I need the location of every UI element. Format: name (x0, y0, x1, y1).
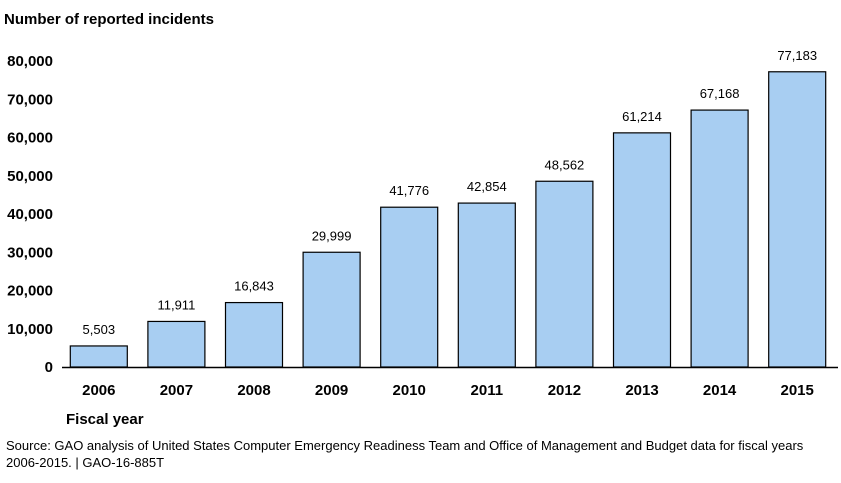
bar-2013 (612, 132, 672, 368)
y-tick-label: 80,000 (7, 53, 53, 70)
y-tick-label: 40,000 (7, 206, 53, 223)
source-note: Source: GAO analysis of United States Co… (6, 438, 804, 470)
data-label-2010: 41,776 (389, 183, 429, 198)
data-label-2006: 5,503 (83, 322, 116, 337)
data-label-2012: 48,562 (545, 157, 585, 172)
y-axis-title: Number of reported incidents (4, 11, 214, 28)
y-tick-label: 70,000 (7, 91, 53, 108)
y-tick-label: 60,000 (7, 130, 53, 147)
bar-2012 (535, 180, 594, 368)
y-tick-label: 20,000 (7, 283, 53, 300)
bar-2009 (302, 251, 361, 368)
data-label-2015: 77,183 (777, 48, 817, 63)
y-axis-ticks: 0 10,000 20,000 30,000 40,000 50,000 60,000 70,… (7, 53, 53, 376)
y-tick-label: 30,000 (7, 244, 53, 261)
data-label-2008: 16,843 (234, 279, 274, 294)
x-tick-label-2006: 2006 (82, 382, 115, 399)
y-tick-label: 50,000 (7, 168, 53, 185)
x-tick-label-2009: 2009 (315, 382, 348, 399)
data-label-2011: 42,854 (467, 179, 507, 194)
bar-2006 (69, 345, 128, 368)
x-tick-label-2008: 2008 (237, 382, 270, 399)
bar-2010 (380, 206, 439, 368)
bar-2015 (768, 71, 827, 368)
x-tick-label-2007: 2007 (160, 382, 193, 399)
x-tick-label-2015: 2015 (781, 382, 814, 399)
bar-2008 (224, 301, 284, 368)
bar-2007 (147, 320, 206, 368)
bar-chart: Number of reported incidents 0 10,000 20,0… (4, 11, 838, 428)
bar-2014 (690, 109, 749, 368)
y-tick-label: 10,000 (7, 321, 53, 338)
x-axis-ticks: 2006 2007 2008 2009 2010 2011 2012 2013 2014 2015 (82, 382, 814, 399)
x-tick-label-2013: 2013 (625, 382, 658, 399)
x-tick-label-2012: 2012 (548, 382, 581, 399)
x-tick-label-2011: 2011 (471, 382, 504, 399)
data-label-2007: 11,911 (157, 297, 195, 312)
data-label-2009: 29,999 (312, 228, 352, 243)
x-tick-label-2014: 2014 (703, 382, 737, 399)
bars: 5,503 11,911 16,843 29,999 41,776 42,854 48,56… (69, 48, 827, 368)
data-label-2013: 61,214 (622, 109, 662, 124)
bar-2011 (457, 202, 516, 368)
y-tick-label: 0 (45, 359, 53, 376)
data-label-2014: 67,168 (700, 86, 740, 101)
x-tick-label-2010: 2010 (393, 382, 426, 399)
x-axis-title: Fiscal year (66, 411, 144, 428)
